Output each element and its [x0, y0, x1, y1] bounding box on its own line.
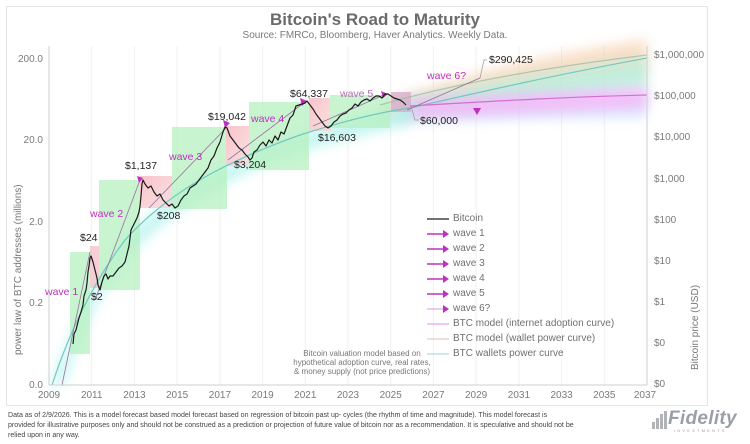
svg-text:$100,000: $100,000: [654, 91, 696, 102]
x-axis-ticks: 2009 2011 2013 2015 2017 2019 2021 2023 …: [38, 390, 657, 401]
arrow-swatch-icon: [427, 289, 449, 298]
wave-3-label: wave 3: [168, 151, 202, 163]
svg-text:2021: 2021: [294, 390, 317, 401]
svg-text:$10: $10: [654, 256, 671, 267]
legend-item-wave-6: wave 6?: [427, 301, 614, 316]
svg-text:2015: 2015: [166, 390, 189, 401]
annotation-19042: $19,042: [208, 111, 246, 123]
bitcoin-price-line: [72, 93, 407, 345]
arrow-swatch-icon: [427, 304, 449, 313]
svg-text:2013: 2013: [123, 390, 146, 401]
svg-text:2037: 2037: [634, 390, 657, 401]
btc-wallets-power-curve: [51, 57, 648, 386]
svg-text:$1,000,000: $1,000,000: [654, 50, 704, 61]
svg-text:$100: $100: [654, 215, 677, 226]
legend-item-wave-3: wave 3: [427, 256, 614, 271]
annotation-290425: $290,425: [489, 54, 533, 66]
svg-text:2011: 2011: [81, 390, 103, 401]
arrow-swatch-icon: [427, 259, 449, 268]
legend-item-wallets-power-curve: BTC wallets power curve: [427, 346, 614, 361]
left-axis-ticks: 200.0 20.0 2.0 0.2 0.0: [18, 54, 43, 391]
svg-text:$10,000: $10,000: [654, 132, 691, 143]
model-note: Bitcoin valuation model based on hypothe…: [293, 349, 431, 376]
btc-model-internet-adoption-curve: [409, 94, 648, 107]
chart-title: Bitcoin's Road to Maturity: [270, 10, 480, 29]
chart-legend: Bitcoin wave 1 wave 2 wave 3 wave 4 wave…: [427, 211, 614, 361]
legend-item-wave-5: wave 5: [427, 286, 614, 301]
left-axis-title: power law of BTC addresses (millions): [13, 184, 24, 355]
legend-item-wallet-power: BTC model (wallet power curve): [427, 331, 614, 346]
svg-text:2009: 2009: [38, 390, 61, 401]
right-axis-title: Bitcoin price (USD): [690, 285, 701, 370]
legend-item-wave-2: wave 2: [427, 241, 614, 256]
fidelity-logo: Fidelity INVESTMENTS: [650, 408, 740, 434]
legend-item-wave-4: wave 4: [427, 271, 614, 286]
line-swatch-icon: [427, 217, 449, 220]
wave-5-label: wave 5: [339, 88, 373, 100]
svg-text:2035: 2035: [593, 390, 616, 401]
svg-text:2017: 2017: [209, 390, 232, 401]
legend-item-bitcoin: Bitcoin: [427, 211, 614, 226]
svg-text:$0: $0: [654, 379, 666, 390]
annotation-64337: $64,337: [290, 88, 328, 100]
annotation-24: $24: [80, 232, 98, 244]
arrow-swatch-icon: [427, 274, 449, 283]
btc-model-wallet-power-curve: [379, 54, 648, 106]
legend-item-internet-adoption: BTC model (internet adoption curve): [427, 316, 614, 331]
wave-4-label: wave 4: [250, 113, 284, 125]
pyramid-logo-icon: [652, 411, 667, 429]
svg-text:20.0: 20.0: [24, 135, 44, 146]
svg-text:2029: 2029: [465, 390, 488, 401]
line-swatch-icon: [427, 352, 449, 355]
svg-text:2027: 2027: [422, 390, 445, 401]
svg-text:$1,000: $1,000: [654, 174, 685, 185]
annotation-2: $2: [91, 291, 103, 303]
arrow-swatch-icon: [427, 229, 449, 238]
wave-6-label: wave 6?: [426, 70, 466, 82]
svg-text:2023: 2023: [337, 390, 360, 401]
annotation-1137: $1,137: [125, 160, 157, 172]
annotation-leaders: [410, 59, 487, 121]
wave-1-label: wave 1: [44, 286, 78, 298]
svg-text:2019: 2019: [251, 390, 274, 401]
svg-text:$1: $1: [654, 297, 666, 308]
svg-text:200.0: 200.0: [18, 54, 43, 65]
chart-subtitle: Source: FMRCo, Bloomberg, Haver Analytic…: [242, 30, 508, 41]
annotation-208: $208: [157, 210, 181, 222]
line-swatch-icon: [427, 337, 449, 340]
annotation-3204: $3,204: [234, 159, 266, 171]
svg-text:$0: $0: [654, 338, 666, 349]
svg-text:2025: 2025: [380, 390, 403, 401]
svg-text:2031: 2031: [508, 390, 531, 401]
wave-labels: wave 1 wave 2 wave 3 wave 4 wave 5 wave …: [44, 70, 466, 298]
price-annotations: $24 $2 $1,137 $208 $19,042 $3,204 $64,33…: [80, 54, 533, 303]
svg-text:2033: 2033: [550, 390, 573, 401]
model-curves: [51, 54, 648, 386]
annotation-60000: $60,000: [420, 115, 458, 127]
svg-text:0.0: 0.0: [29, 380, 43, 391]
right-axis-ticks: $1,000,000 $100,000 $10,000 $1,000 $100 …: [654, 50, 704, 390]
svg-text:2.0: 2.0: [29, 217, 43, 228]
arrow-swatch-icon: [427, 244, 449, 253]
axes-lines: [48, 46, 648, 386]
line-swatch-icon: [427, 322, 449, 325]
svg-text:0.2: 0.2: [29, 298, 43, 309]
wave-2-label: wave 2: [89, 208, 123, 220]
disclaimer-footer: Data as of 2/9/2026. This is a model for…: [8, 410, 574, 439]
annotation-16603: $16,603: [318, 132, 356, 144]
legend-item-wave-1: wave 1: [427, 226, 614, 241]
